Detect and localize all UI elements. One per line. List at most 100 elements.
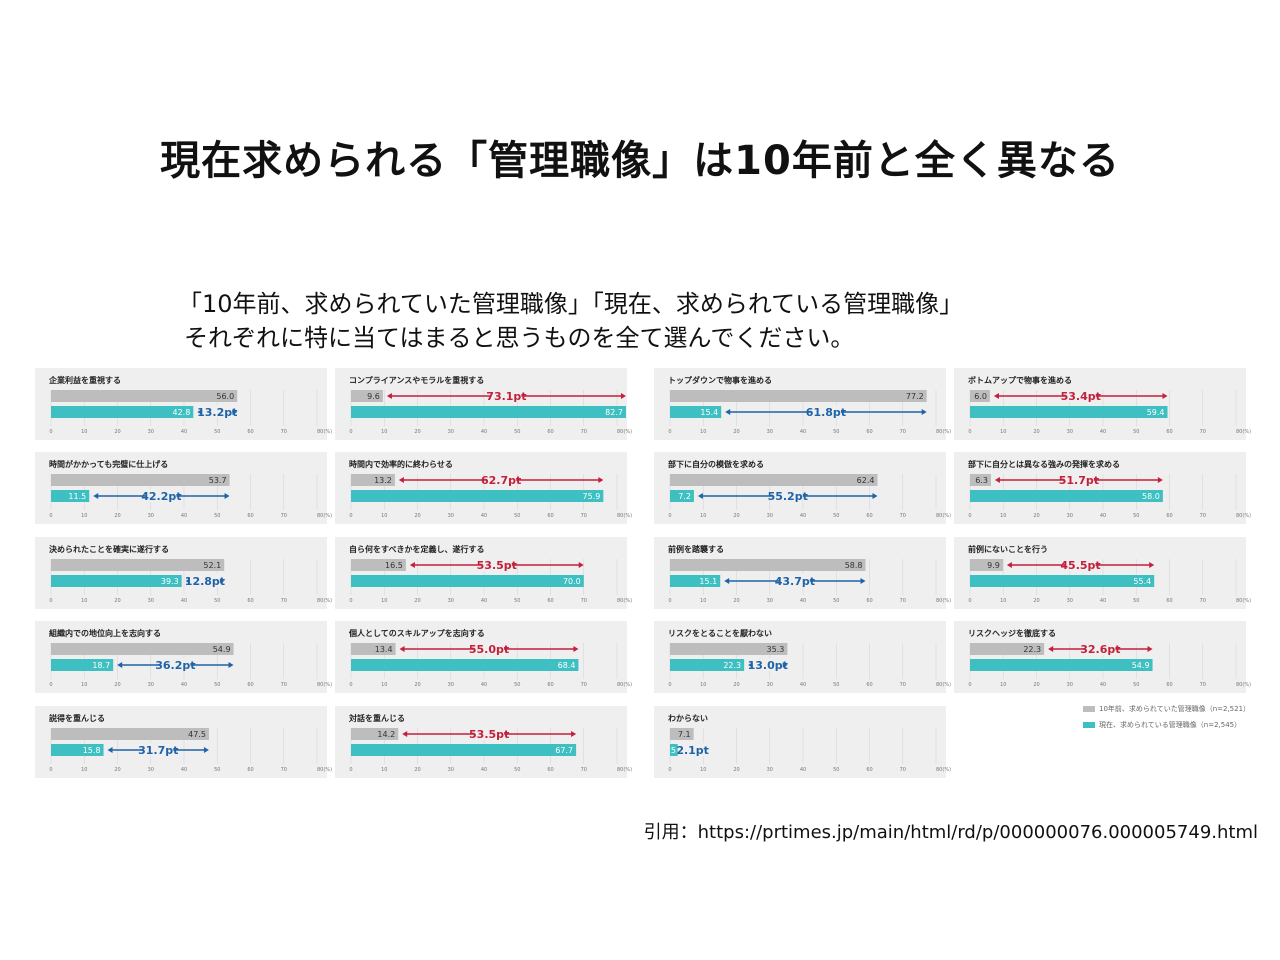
diff-label: 13.0pt [748, 659, 788, 672]
bar-now [51, 406, 194, 418]
tick-label: 20 [1033, 429, 1039, 435]
value-label-past: 9.9 [987, 561, 1000, 570]
panel-14: 個人としてのスキルアップを志向する 0 10 20 30 40 50 60 70 80(%) 13.… [335, 621, 632, 693]
tick-label: 80(%) [936, 513, 951, 519]
diff-label-bg [160, 658, 191, 671]
diff-arrow-head-left [409, 562, 415, 568]
tick-label: 30 [448, 682, 454, 688]
diff-label: 61.8pt [806, 406, 846, 419]
value-label-now: 5.0 [671, 746, 684, 755]
value-label-now: 59.4 [1147, 408, 1165, 417]
tick-label: 40 [800, 682, 806, 688]
diff-label: 36.2pt [155, 659, 195, 672]
bar-past [670, 643, 788, 655]
tick-label: 0 [968, 429, 971, 435]
tick-label: 10 [81, 767, 87, 773]
diff-arrow-head-left [1006, 562, 1012, 568]
tick-label: 50 [214, 767, 220, 773]
tick-label: 80(%) [936, 682, 951, 688]
bar-past [351, 728, 399, 740]
tick-label: 80(%) [317, 767, 332, 773]
panel-title: 企業利益を重視する [48, 375, 121, 385]
tick-label: 80(%) [617, 682, 632, 688]
panel-10: 自ら何をすべきかを定義し、遂行する 0 10 20 30 40 50 60 70 80(%) 16.… [335, 537, 632, 609]
panel-background [35, 621, 327, 693]
tick-label: 30 [767, 429, 773, 435]
tick-label: 0 [49, 513, 52, 519]
diff-arrow-head-right [571, 731, 577, 737]
tick-label: 70 [281, 429, 287, 435]
bar-past [51, 559, 225, 571]
tick-label: 40 [481, 767, 487, 773]
legend-past-label: 10年前、求められていた管理職像（n=2,521） [1099, 705, 1251, 713]
bar-now [670, 490, 694, 502]
tick-label: 80(%) [617, 767, 632, 773]
panel-background [654, 452, 946, 524]
tick-label: 60 [547, 598, 553, 604]
page-title: 現在求められる「管理職像」は10年前と全く異なる [160, 138, 1120, 184]
diff-label-bg [752, 658, 783, 671]
diff-label-bg [202, 405, 233, 418]
panel-13: 組織内での地位向上を志向する 0 10 20 30 40 50 60 70 80(%) 54.9 18… [35, 621, 332, 693]
tick-label: 30 [148, 429, 154, 435]
value-label-past: 56.0 [216, 392, 234, 401]
tick-label: 0 [668, 682, 671, 688]
diff-label: 53.5pt [477, 559, 517, 572]
diff-arrow-head-left [107, 747, 113, 753]
diff-arrow-head-right [1162, 393, 1168, 399]
panel-title: リスクヘッジを徹底する [968, 628, 1056, 638]
diff-arrow-head-left [197, 409, 203, 415]
tick-label: 0 [968, 598, 971, 604]
tick-label: 80(%) [317, 513, 332, 519]
tick-label: 60 [1166, 682, 1172, 688]
diff-label: 43.7pt [775, 575, 815, 588]
tick-label: 50 [833, 767, 839, 773]
bar-now [51, 490, 90, 502]
tick-label: 20 [414, 767, 420, 773]
value-label-past: 53.7 [209, 476, 227, 485]
bar-past [970, 643, 1045, 655]
tick-label: 50 [214, 513, 220, 519]
value-label-now: 42.8 [172, 408, 190, 417]
tick-label: 50 [833, 429, 839, 435]
tick-label: 20 [733, 598, 739, 604]
value-label-past: 77.2 [906, 392, 924, 401]
diff-label-bg [677, 743, 708, 756]
diff-label: 55.0pt [469, 643, 509, 656]
tick-label: 0 [349, 767, 352, 773]
tick-label: 40 [1100, 598, 1106, 604]
diff-arrow-head-right [232, 409, 238, 415]
diff-label-bg [189, 574, 220, 587]
tick-label: 40 [1100, 513, 1106, 519]
tick-label: 80(%) [1236, 598, 1251, 604]
legend-now-swatch [1083, 722, 1095, 728]
value-label-now: 68.4 [558, 661, 576, 670]
value-label-past: 7.1 [678, 730, 691, 739]
panel-background [335, 706, 627, 778]
diff-label: 62.7pt [481, 474, 521, 487]
diff-label: 2.1pt [676, 744, 709, 757]
panel-9: 決められたことを確実に遂行する 0 10 20 30 40 50 60 70 80(%) 52.1 3… [35, 537, 332, 609]
diff-arrow-head-right [578, 562, 584, 568]
tick-label: 10 [81, 598, 87, 604]
tick-label: 30 [448, 429, 454, 435]
diff-arrow-head-left [1048, 646, 1054, 652]
tick-label: 50 [514, 513, 520, 519]
value-label-now: 82.7 [605, 408, 623, 417]
tick-label: 20 [733, 429, 739, 435]
tick-label: 10 [381, 513, 387, 519]
tick-label: 80(%) [617, 513, 632, 519]
bar-now [670, 659, 745, 671]
value-label-past: 62.4 [857, 476, 875, 485]
tick-label: 20 [733, 513, 739, 519]
tick-label: 20 [414, 598, 420, 604]
tick-label: 80(%) [936, 767, 951, 773]
value-label-past: 35.3 [767, 645, 785, 654]
value-label-now: 55.4 [1133, 577, 1151, 586]
panel-title: 前例を踏襲する [668, 544, 724, 554]
tick-label: 60 [547, 429, 553, 435]
tick-label: 40 [800, 598, 806, 604]
bar-now [970, 659, 1153, 671]
tick-label: 70 [1200, 682, 1206, 688]
